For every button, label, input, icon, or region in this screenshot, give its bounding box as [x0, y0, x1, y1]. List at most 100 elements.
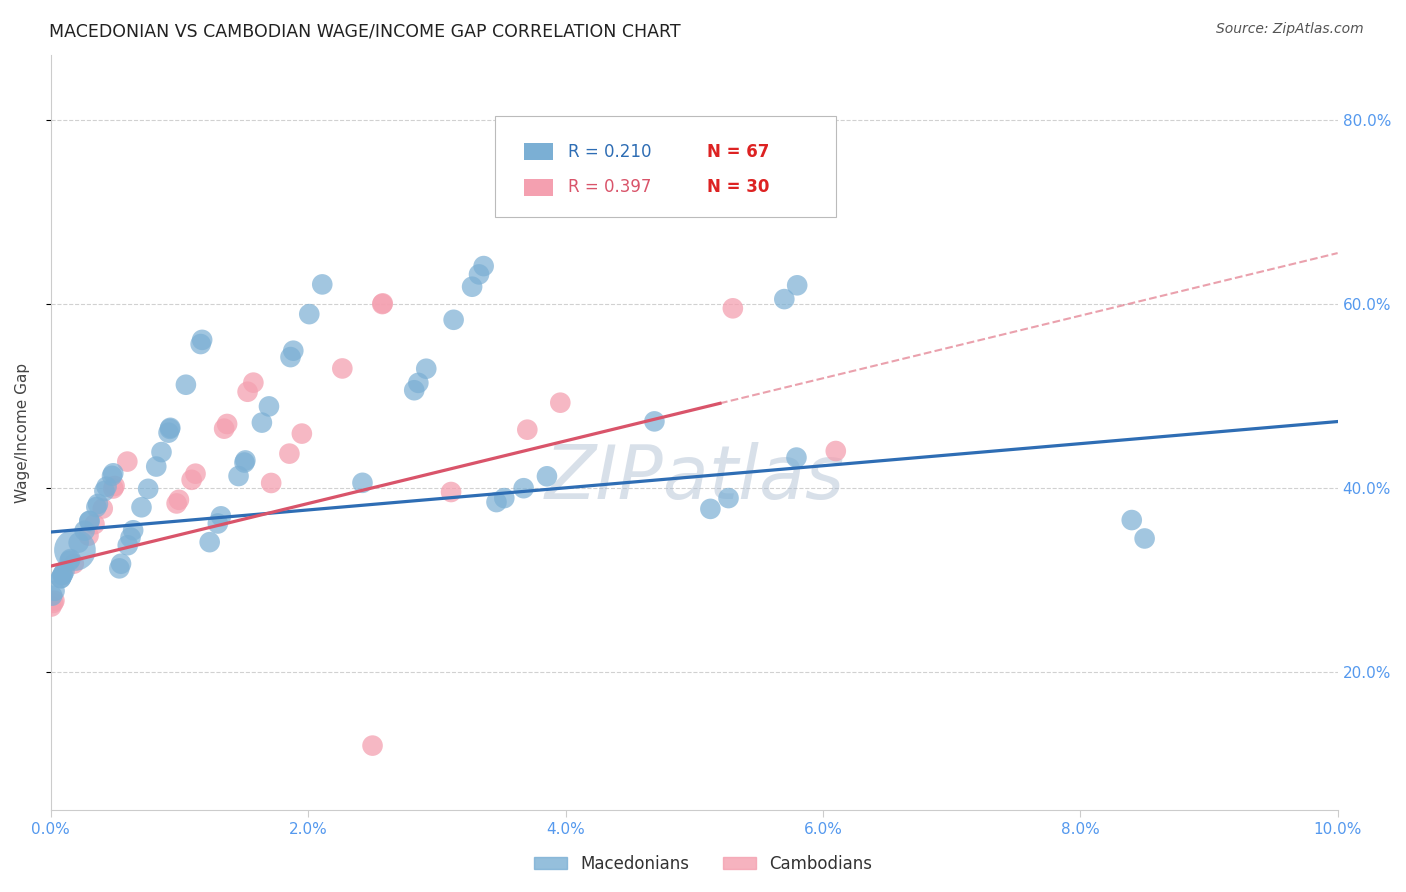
Point	[207, 516, 229, 531]
Point	[361, 739, 384, 753]
Point	[1121, 513, 1143, 527]
Text: R = 0.210: R = 0.210	[568, 143, 651, 161]
Point	[550, 395, 572, 409]
Point	[212, 422, 235, 436]
Point	[136, 482, 159, 496]
Point	[408, 376, 430, 390]
Point	[59, 552, 82, 566]
FancyBboxPatch shape	[524, 144, 553, 160]
Point	[174, 377, 197, 392]
Point	[468, 268, 491, 282]
Point	[159, 422, 181, 436]
Point	[443, 313, 465, 327]
Point	[42, 596, 65, 610]
Point	[242, 376, 264, 390]
Point	[643, 414, 665, 428]
Point	[717, 491, 740, 505]
Point	[233, 456, 256, 470]
Point	[73, 524, 96, 538]
Point	[494, 491, 516, 505]
Point	[1133, 532, 1156, 546]
Point	[79, 514, 101, 528]
FancyBboxPatch shape	[524, 179, 553, 195]
Point	[485, 495, 508, 509]
Point	[773, 292, 796, 306]
Point	[150, 445, 173, 459]
Point	[260, 475, 283, 490]
Point	[311, 277, 333, 292]
Point	[86, 500, 108, 514]
Point	[699, 501, 721, 516]
Point	[536, 469, 558, 483]
Point	[91, 501, 114, 516]
Text: R = 0.397: R = 0.397	[568, 178, 651, 196]
Point	[371, 296, 394, 310]
Point	[167, 492, 190, 507]
Point	[209, 509, 232, 524]
Point	[415, 361, 437, 376]
Point	[145, 459, 167, 474]
Point	[63, 543, 86, 558]
Point	[280, 350, 302, 364]
Point	[371, 297, 394, 311]
Point	[512, 481, 534, 495]
Point	[159, 421, 181, 435]
Point	[198, 535, 221, 549]
Point	[87, 497, 110, 511]
Point	[62, 557, 84, 571]
FancyBboxPatch shape	[495, 116, 835, 218]
Point	[516, 423, 538, 437]
Point	[93, 483, 115, 498]
Point	[49, 571, 72, 585]
Point	[404, 383, 426, 397]
Text: ZIPatlas: ZIPatlas	[544, 442, 844, 514]
Text: MACEDONIAN VS CAMBODIAN WAGE/INCOME GAP CORRELATION CHART: MACEDONIAN VS CAMBODIAN WAGE/INCOME GAP …	[49, 22, 681, 40]
Point	[44, 593, 66, 607]
Point	[786, 278, 808, 293]
Point	[217, 417, 239, 431]
Point	[291, 426, 314, 441]
Point	[117, 538, 139, 552]
Point	[352, 475, 374, 490]
Point	[180, 473, 202, 487]
Point	[103, 479, 125, 493]
Point	[58, 554, 80, 568]
Point	[41, 589, 63, 603]
Text: N = 67: N = 67	[707, 143, 769, 161]
Point	[440, 485, 463, 500]
Point	[108, 561, 131, 575]
Point	[824, 444, 846, 458]
Point	[120, 531, 142, 545]
Point	[79, 514, 101, 528]
Point	[166, 496, 188, 510]
Point	[472, 259, 495, 273]
Point	[330, 361, 353, 376]
Point	[257, 400, 280, 414]
Point	[250, 416, 273, 430]
Point	[117, 454, 139, 468]
Point	[44, 583, 66, 598]
Point	[101, 468, 124, 483]
Point	[298, 307, 321, 321]
Point	[96, 480, 118, 494]
Text: N = 30: N = 30	[707, 178, 769, 196]
Point	[67, 535, 90, 549]
Point	[77, 528, 100, 542]
Point	[283, 343, 305, 358]
Point	[157, 425, 180, 440]
Point	[83, 517, 105, 532]
Point	[131, 500, 153, 515]
Point	[721, 301, 744, 316]
Point	[235, 453, 257, 467]
Point	[49, 571, 72, 585]
Point	[110, 557, 132, 571]
Point	[53, 564, 76, 578]
Point	[51, 567, 73, 582]
Legend: Macedonians, Cambodians: Macedonians, Cambodians	[527, 848, 879, 880]
Point	[191, 333, 214, 347]
Point	[278, 447, 301, 461]
Point	[103, 467, 125, 481]
Point	[785, 450, 807, 465]
Point	[103, 482, 125, 496]
Point	[190, 337, 212, 351]
